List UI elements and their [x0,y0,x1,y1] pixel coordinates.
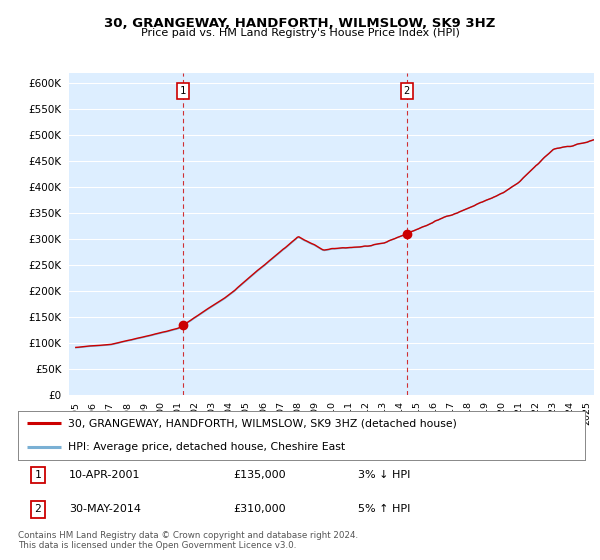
Text: 1: 1 [34,470,41,480]
Text: Contains HM Land Registry data © Crown copyright and database right 2024.
This d: Contains HM Land Registry data © Crown c… [18,531,358,550]
Text: 2: 2 [404,86,410,96]
Text: 10-APR-2001: 10-APR-2001 [69,470,140,480]
Text: 2: 2 [34,504,41,514]
Text: 5% ↑ HPI: 5% ↑ HPI [358,504,410,514]
Text: 30-MAY-2014: 30-MAY-2014 [69,504,141,514]
Text: 30, GRANGEWAY, HANDFORTH, WILMSLOW, SK9 3HZ (detached house): 30, GRANGEWAY, HANDFORTH, WILMSLOW, SK9 … [68,418,457,428]
Text: £135,000: £135,000 [233,470,286,480]
Text: 1: 1 [180,86,186,96]
Text: 30, GRANGEWAY, HANDFORTH, WILMSLOW, SK9 3HZ: 30, GRANGEWAY, HANDFORTH, WILMSLOW, SK9 … [104,17,496,30]
Text: £310,000: £310,000 [233,504,286,514]
Text: HPI: Average price, detached house, Cheshire East: HPI: Average price, detached house, Ches… [68,441,345,451]
Text: 3% ↓ HPI: 3% ↓ HPI [358,470,410,480]
Text: Price paid vs. HM Land Registry's House Price Index (HPI): Price paid vs. HM Land Registry's House … [140,28,460,38]
